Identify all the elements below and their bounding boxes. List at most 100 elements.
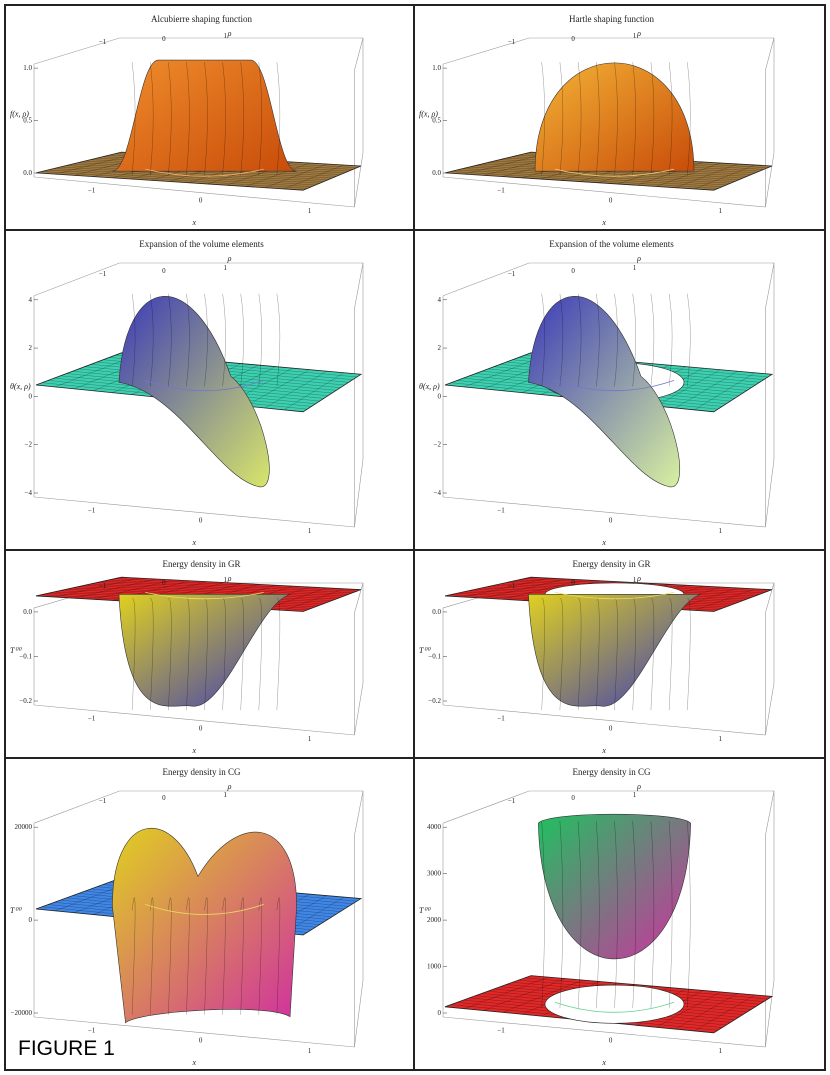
figure-row-4: Energy density in CG 20000 0 −20000 T⁰⁰ −1 0 1 x… xyxy=(6,759,824,1069)
plot-svg: Expansion of the volume elements 4 2 0 −2 −4 θ… xyxy=(10,239,364,547)
y-tick-label: 1 xyxy=(633,576,637,584)
x-tick-label: −1 xyxy=(497,1026,505,1034)
box-edge xyxy=(765,980,775,1048)
box-edge xyxy=(33,704,355,736)
mesh-line xyxy=(186,62,190,176)
y-tick-label: 0 xyxy=(571,35,575,43)
box-edge xyxy=(33,1016,355,1048)
mesh-line xyxy=(204,897,208,1015)
grid-line xyxy=(78,586,333,601)
mesh-line xyxy=(614,62,618,176)
chart-title: Energy density in GR xyxy=(162,559,240,569)
grid-line xyxy=(656,991,721,1028)
mesh-line xyxy=(650,293,655,387)
mesh-line xyxy=(632,598,636,711)
mesh-line xyxy=(240,598,244,711)
x-tick-label: −1 xyxy=(497,714,505,722)
grid-line xyxy=(264,163,327,188)
mesh-line xyxy=(258,897,262,1015)
plot-svg: Alcubierre shaping function 1.0 0.5 0.0 f(x,… xyxy=(10,14,364,227)
grid-line xyxy=(60,166,320,184)
x-tick-label: 1 xyxy=(308,527,312,535)
z-axis-label: T⁰⁰ xyxy=(10,906,23,915)
grid-line xyxy=(483,578,566,599)
mesh-line xyxy=(687,598,691,711)
grid-line xyxy=(694,372,755,411)
mesh-line xyxy=(131,293,136,387)
y-tick-label: 0 xyxy=(571,267,575,275)
z-tick-label: 0.0 xyxy=(432,169,441,177)
mesh-line xyxy=(596,821,600,1009)
y-tick-label: 1 xyxy=(224,791,228,799)
figure-row-2: Expansion of the volume elements 4 2 0 −2 −4 θ… xyxy=(6,231,824,551)
mesh-line xyxy=(596,62,600,176)
y-tick-label: 1 xyxy=(224,576,228,584)
mesh-line xyxy=(541,62,545,176)
box-edge xyxy=(33,262,120,297)
y-tick-label: 0 xyxy=(162,794,166,802)
mesh-line xyxy=(240,293,244,387)
surface xyxy=(112,827,297,1024)
x-tick-label: 0 xyxy=(199,517,203,525)
grid-line xyxy=(264,371,327,409)
x-tick-label: −1 xyxy=(497,186,505,194)
x-tick-label: 0 xyxy=(609,725,613,733)
mesh-line xyxy=(614,821,618,1009)
box-edge xyxy=(33,496,355,528)
surface xyxy=(538,813,691,959)
mesh-line xyxy=(650,821,655,1009)
mesh-line xyxy=(276,62,281,176)
x-axis-label: x xyxy=(601,218,606,227)
mesh-line xyxy=(577,598,582,711)
surface-rim xyxy=(145,379,264,392)
mesh-line xyxy=(559,62,564,176)
z-tick-label: 2 xyxy=(438,344,442,352)
box-edge xyxy=(354,152,364,208)
z-tick-label: −0.1 xyxy=(19,652,32,660)
mesh-line xyxy=(258,293,262,387)
x-axis-label: x xyxy=(191,1058,196,1067)
chart-title: Hartle shaping function xyxy=(569,14,654,24)
mesh-line xyxy=(596,293,600,387)
plot-svg: Energy density in GR 0.0 −0.1 −0.2 T⁰⁰ −1 0 1 x −… xyxy=(10,559,364,755)
surface-rim xyxy=(554,1001,675,1013)
y-tick-label: 0 xyxy=(162,579,166,587)
plot-svg: Energy density in CG 4000 3000 2000 1000 0 T⁰⁰… xyxy=(419,767,775,1067)
mesh-line xyxy=(276,897,281,1015)
z-tick-label: 1.0 xyxy=(432,64,441,72)
grid-line xyxy=(656,162,721,187)
grid-line xyxy=(463,168,727,186)
box-edge xyxy=(765,790,775,836)
mesh-line xyxy=(541,821,545,1009)
z-axis-label: T⁰⁰ xyxy=(419,646,432,655)
z-tick-label: 0 xyxy=(438,1009,442,1017)
grid-line xyxy=(264,587,327,610)
grid-line xyxy=(656,369,721,407)
grid-line xyxy=(502,979,583,1013)
chart-title: Energy density in GR xyxy=(572,559,650,569)
mesh-line xyxy=(687,62,691,176)
z-tick-label: 0.0 xyxy=(432,608,441,616)
box-edge xyxy=(442,176,766,208)
box-edge xyxy=(354,262,364,309)
grid-line xyxy=(42,171,308,189)
chart-title: Energy density in CG xyxy=(162,767,241,777)
grid-line xyxy=(115,578,357,592)
surface-rim xyxy=(145,591,264,600)
z-tick-label: 0.0 xyxy=(23,608,32,616)
mesh-line xyxy=(222,897,226,1015)
surface-rim xyxy=(145,904,264,915)
figure-label: FIGURE 1 xyxy=(18,1037,115,1060)
mesh-line xyxy=(687,293,691,387)
figure-grid: Alcubierre shaping function 1.0 0.5 0.0 f(x,… xyxy=(4,4,826,1071)
x-tick-label: −1 xyxy=(88,506,96,514)
grid-line xyxy=(483,978,566,1011)
surface xyxy=(118,296,270,488)
y-tick-label: 0 xyxy=(162,267,166,275)
y-tick-label: −1 xyxy=(99,582,107,590)
mesh-line xyxy=(258,598,262,711)
z-tick-label: 0 xyxy=(29,916,33,924)
grid-line xyxy=(675,993,738,1030)
grid-line xyxy=(694,994,755,1032)
box-edge xyxy=(442,704,766,736)
